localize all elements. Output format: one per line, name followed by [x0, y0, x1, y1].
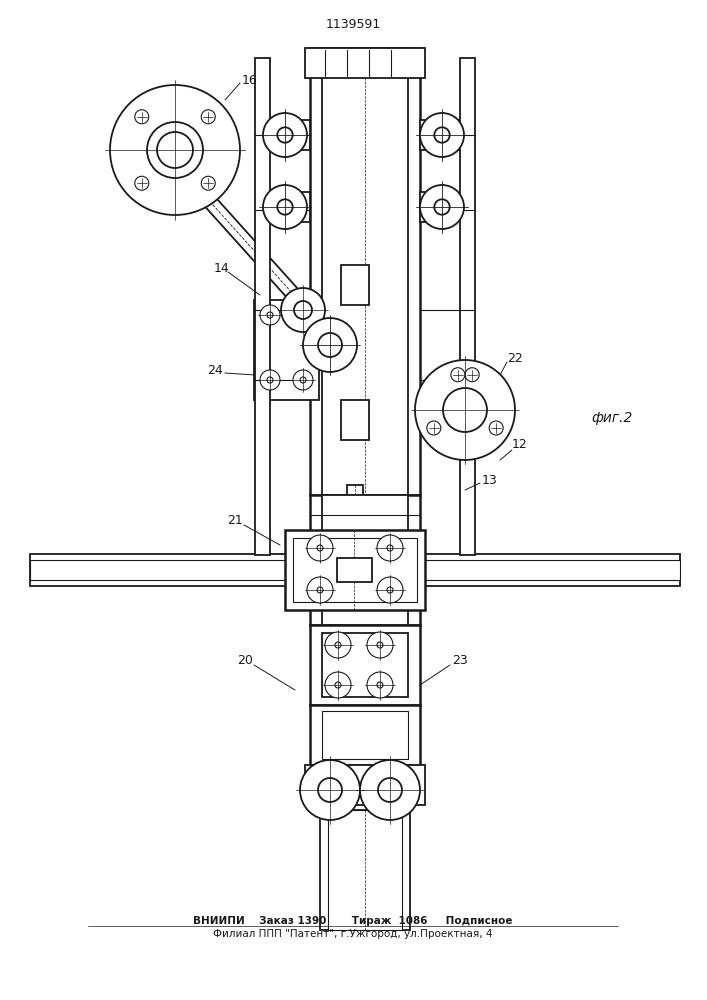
Bar: [30, 560, 290, 580]
Bar: [285, 530, 425, 610]
Circle shape: [277, 127, 293, 143]
Bar: [270, 120, 310, 150]
Circle shape: [201, 110, 215, 124]
Bar: [293, 538, 417, 602]
Text: Филиал ППП "Патент", г.Ужгород, ул.Проектная, 4: Филиал ППП "Патент", г.Ужгород, ул.Проек…: [214, 929, 493, 939]
Circle shape: [427, 421, 441, 435]
Circle shape: [367, 672, 393, 698]
Bar: [347, 485, 363, 765]
Circle shape: [307, 577, 333, 603]
Circle shape: [263, 185, 307, 229]
Circle shape: [378, 778, 402, 802]
Bar: [270, 192, 310, 222]
Circle shape: [294, 301, 312, 319]
Bar: [322, 48, 408, 495]
Bar: [322, 495, 408, 625]
Circle shape: [325, 632, 351, 658]
Bar: [341, 400, 369, 440]
Circle shape: [387, 587, 393, 593]
Circle shape: [489, 421, 503, 435]
Circle shape: [335, 642, 341, 648]
Text: 13: 13: [482, 474, 498, 487]
Text: 1139591: 1139591: [325, 18, 380, 31]
Text: 20: 20: [237, 654, 253, 666]
Text: ВНИИПИ    Заказ 1390       Тираж  1086     Подписное: ВНИИПИ Заказ 1390 Тираж 1086 Подписное: [193, 916, 513, 926]
Bar: [410, 554, 680, 586]
Bar: [420, 120, 460, 150]
Circle shape: [317, 545, 323, 551]
Bar: [254, 300, 319, 400]
Text: 24: 24: [207, 363, 223, 376]
Circle shape: [318, 333, 342, 357]
Text: 21: 21: [227, 514, 243, 526]
Bar: [310, 495, 420, 625]
Circle shape: [281, 288, 325, 332]
Circle shape: [157, 132, 193, 168]
Circle shape: [443, 388, 487, 432]
Circle shape: [377, 682, 383, 688]
Circle shape: [335, 682, 341, 688]
Bar: [337, 558, 372, 582]
Circle shape: [293, 370, 313, 390]
Bar: [310, 48, 420, 495]
Text: 22: 22: [507, 352, 523, 364]
Bar: [255, 58, 270, 555]
Bar: [320, 810, 410, 930]
Circle shape: [300, 760, 360, 820]
Circle shape: [415, 360, 515, 460]
Bar: [310, 625, 420, 705]
Bar: [322, 633, 408, 697]
Circle shape: [434, 199, 450, 215]
Circle shape: [325, 672, 351, 698]
Bar: [341, 265, 369, 305]
Circle shape: [300, 377, 306, 383]
Circle shape: [465, 368, 479, 382]
Circle shape: [377, 642, 383, 648]
Circle shape: [307, 535, 333, 561]
Bar: [410, 560, 680, 580]
Text: 16: 16: [242, 74, 258, 87]
Circle shape: [367, 632, 393, 658]
Text: фиг.2: фиг.2: [591, 411, 633, 425]
Bar: [322, 711, 408, 759]
Circle shape: [110, 85, 240, 215]
Circle shape: [263, 113, 307, 157]
Circle shape: [420, 185, 464, 229]
Circle shape: [434, 127, 450, 143]
Circle shape: [387, 545, 393, 551]
Circle shape: [318, 778, 342, 802]
Text: 12: 12: [512, 438, 528, 452]
Circle shape: [267, 312, 273, 318]
Bar: [328, 810, 402, 930]
Circle shape: [135, 176, 148, 190]
Circle shape: [260, 305, 280, 325]
Circle shape: [377, 577, 403, 603]
Circle shape: [303, 318, 357, 372]
Text: 23: 23: [452, 654, 468, 666]
Circle shape: [377, 535, 403, 561]
Circle shape: [451, 368, 464, 382]
Circle shape: [147, 122, 203, 178]
Circle shape: [360, 760, 420, 820]
Bar: [310, 705, 420, 765]
Circle shape: [135, 110, 148, 124]
Circle shape: [267, 377, 273, 383]
Circle shape: [201, 176, 215, 190]
Bar: [30, 554, 290, 586]
Bar: [305, 48, 425, 78]
Circle shape: [260, 370, 280, 390]
Circle shape: [420, 113, 464, 157]
Circle shape: [277, 199, 293, 215]
Circle shape: [317, 587, 323, 593]
Text: 14: 14: [214, 261, 230, 274]
Bar: [305, 765, 425, 805]
Bar: [420, 192, 450, 222]
Bar: [460, 58, 475, 555]
